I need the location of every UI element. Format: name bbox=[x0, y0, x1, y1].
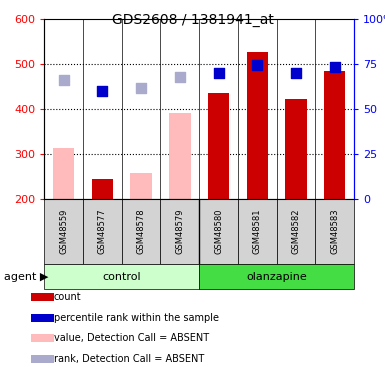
Text: agent ▶: agent ▶ bbox=[4, 272, 48, 282]
Point bbox=[60, 77, 67, 83]
Bar bbox=[169, 113, 191, 199]
Bar bbox=[208, 93, 229, 199]
Text: GSM48559: GSM48559 bbox=[59, 209, 68, 254]
Text: GSM48578: GSM48578 bbox=[137, 209, 146, 254]
Point bbox=[254, 62, 260, 68]
Bar bbox=[44, 199, 83, 264]
Text: GSM48581: GSM48581 bbox=[253, 209, 262, 254]
Bar bbox=[122, 199, 161, 264]
Bar bbox=[92, 178, 113, 199]
Bar bbox=[53, 148, 74, 199]
Text: GSM48583: GSM48583 bbox=[330, 209, 339, 254]
Bar bbox=[31, 293, 54, 301]
Text: GDS2608 / 1381941_at: GDS2608 / 1381941_at bbox=[112, 13, 273, 27]
Point bbox=[99, 88, 105, 94]
Text: value, Detection Call = ABSENT: value, Detection Call = ABSENT bbox=[54, 333, 209, 343]
Point bbox=[293, 70, 299, 76]
Bar bbox=[247, 52, 268, 199]
Bar bbox=[285, 99, 307, 199]
Text: count: count bbox=[54, 292, 82, 302]
Bar bbox=[277, 199, 315, 264]
Text: control: control bbox=[102, 272, 141, 282]
Bar bbox=[131, 173, 152, 199]
Bar bbox=[83, 199, 122, 264]
Bar bbox=[324, 71, 345, 199]
Bar bbox=[31, 314, 54, 322]
Bar bbox=[238, 199, 277, 264]
Bar bbox=[315, 199, 354, 264]
Text: GSM48580: GSM48580 bbox=[214, 209, 223, 254]
Point bbox=[332, 64, 338, 70]
Text: percentile rank within the sample: percentile rank within the sample bbox=[54, 313, 219, 322]
Bar bbox=[31, 334, 54, 342]
Point bbox=[216, 70, 222, 76]
Text: rank, Detection Call = ABSENT: rank, Detection Call = ABSENT bbox=[54, 354, 204, 364]
Text: olanzapine: olanzapine bbox=[246, 272, 307, 282]
Bar bbox=[31, 355, 54, 363]
Point bbox=[138, 85, 144, 91]
Text: GSM48579: GSM48579 bbox=[175, 209, 184, 254]
Text: GSM48577: GSM48577 bbox=[98, 209, 107, 254]
Bar bbox=[44, 264, 199, 289]
Bar bbox=[199, 264, 354, 289]
Point bbox=[177, 74, 183, 80]
Bar bbox=[199, 199, 238, 264]
Bar bbox=[161, 199, 199, 264]
Text: GSM48582: GSM48582 bbox=[291, 209, 301, 254]
